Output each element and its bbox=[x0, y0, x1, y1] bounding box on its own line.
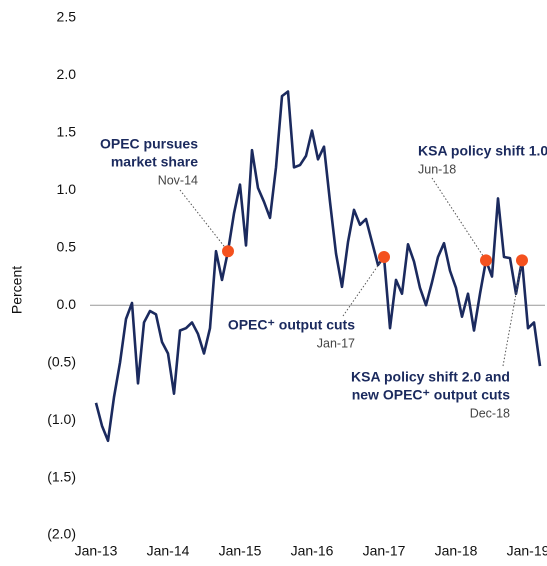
event-marker bbox=[480, 254, 492, 267]
x-tick-label: Jan-16 bbox=[291, 543, 334, 559]
annotation-date: Jun-18 bbox=[418, 162, 456, 176]
y-tick-label: 2.5 bbox=[57, 9, 77, 25]
y-tick-label: 1.5 bbox=[57, 124, 77, 140]
y-tick-label: (2.0) bbox=[47, 526, 76, 542]
annotation-leader bbox=[502, 260, 523, 367]
annotation-text: OPEC⁺ output cuts bbox=[228, 317, 355, 333]
annotation-text: market share bbox=[111, 154, 198, 170]
y-tick-label: 2.0 bbox=[57, 66, 77, 82]
y-tick-label: (1.0) bbox=[47, 411, 76, 427]
annotation-text: KSA policy shift 1.0 bbox=[418, 143, 547, 159]
x-tick-label: Jan-15 bbox=[219, 543, 262, 559]
x-tick-label: Jan-14 bbox=[147, 543, 190, 559]
x-tick-label: Jan-19 bbox=[507, 543, 547, 559]
x-tick-label: Jan-18 bbox=[435, 543, 478, 559]
y-tick-label: 0.0 bbox=[57, 296, 77, 312]
y-tick-label: (1.5) bbox=[47, 468, 76, 484]
y-tick-label: 1.0 bbox=[57, 181, 77, 197]
annotation-leader bbox=[342, 256, 385, 317]
y-axis-label: Percent bbox=[9, 266, 25, 314]
annotation-text: KSA policy shift 2.0 and bbox=[351, 369, 510, 385]
annotation-text: new OPEC⁺ output cuts bbox=[352, 387, 510, 403]
x-tick-label: Jan-17 bbox=[363, 543, 406, 559]
annotation-date: Jan-17 bbox=[317, 336, 355, 350]
event-marker bbox=[222, 245, 234, 258]
y-tick-label: (0.5) bbox=[47, 353, 76, 369]
line-series bbox=[94, 90, 542, 443]
annotation-date: Dec-18 bbox=[470, 406, 510, 420]
annotation-text: OPEC pursues bbox=[100, 136, 198, 152]
annotation-leader bbox=[179, 189, 229, 252]
y-tick-label: 0.5 bbox=[57, 238, 77, 254]
annotation-date: Nov-14 bbox=[158, 173, 198, 187]
x-tick-label: Jan-13 bbox=[75, 543, 118, 559]
event-marker bbox=[378, 250, 390, 263]
event-marker bbox=[516, 254, 528, 267]
annotation-leader bbox=[431, 177, 487, 261]
